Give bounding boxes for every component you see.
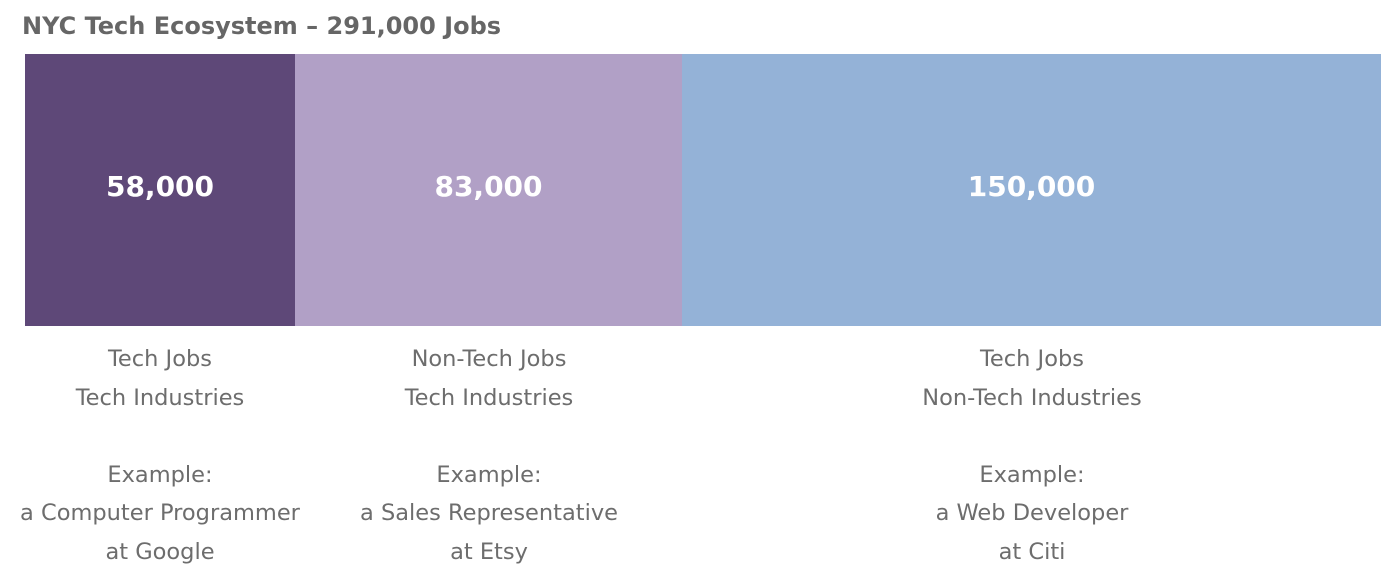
- example-line2: at Etsy: [450, 538, 528, 565]
- category-caption-non-tech-jobs-tech-industries: Non-Tech Jobs Tech Industries Example: a…: [319, 340, 659, 571]
- bar-segment-tech-jobs-non-tech-industries: 150,000: [682, 54, 1381, 326]
- example-line1: a Web Developer: [935, 500, 1129, 526]
- bar-value-label: 150,000: [967, 170, 1096, 203]
- chart-title: NYC Tech Ecosystem – 291,000 Jobs: [22, 12, 502, 40]
- example-label: Example:: [107, 461, 213, 488]
- caption-spacer: [319, 417, 659, 456]
- caption-spacer: [862, 417, 1202, 456]
- example-line1: a Computer Programmer: [20, 500, 300, 526]
- category-label-line1: Non-Tech Jobs: [411, 346, 567, 372]
- caption-spacer: [0, 417, 330, 456]
- stacked-bar: 58,000 83,000 150,000: [25, 54, 1381, 326]
- category-label-line2: Non-Tech Industries: [922, 384, 1142, 411]
- bar-segment-non-tech-jobs-tech-industries: 83,000: [295, 54, 682, 326]
- example-line2: at Google: [105, 538, 215, 565]
- category-caption-tech-jobs-non-tech-industries: Tech Jobs Non-Tech Industries Example: a…: [862, 340, 1202, 571]
- category-label-line2: Tech Industries: [75, 384, 245, 411]
- example-label: Example:: [436, 461, 542, 488]
- category-label-line2: Tech Industries: [404, 384, 574, 411]
- category-label-line1: Tech Jobs: [108, 346, 212, 372]
- bar-segment-tech-jobs-tech-industries: 58,000: [25, 54, 295, 326]
- bar-value-label: 83,000: [434, 170, 543, 203]
- example-line2: at Citi: [998, 538, 1066, 565]
- bar-value-label: 58,000: [105, 170, 215, 203]
- category-label-line1: Tech Jobs: [980, 346, 1084, 372]
- category-caption-tech-jobs-tech-industries: Tech Jobs Tech Industries Example: a Com…: [0, 340, 330, 571]
- example-line1: a Sales Representative: [360, 500, 618, 526]
- example-label: Example:: [979, 461, 1085, 488]
